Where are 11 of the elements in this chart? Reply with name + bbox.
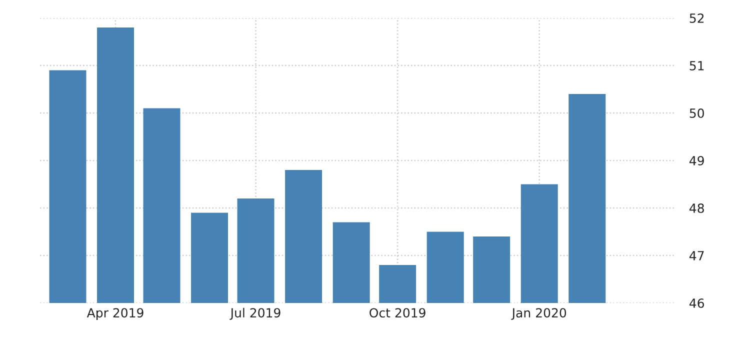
x-tick-label: Apr 2019 <box>86 308 144 320</box>
y-tick-label: 51 <box>690 61 704 70</box>
x-tick-label: Jul 2019 <box>230 308 280 320</box>
y-tick-label: 48 <box>690 203 704 213</box>
x-tick-label: Jan 2020 <box>511 308 566 320</box>
y-tick-label: 47 <box>690 251 704 260</box>
y-tick-label: 52 <box>690 13 704 23</box>
y-tick-label: 49 <box>690 156 704 166</box>
y-tick-label: 46 <box>690 298 704 308</box>
x-tick-label: Oct 2019 <box>370 308 426 318</box>
y-tick-label: 50 <box>690 108 704 118</box>
